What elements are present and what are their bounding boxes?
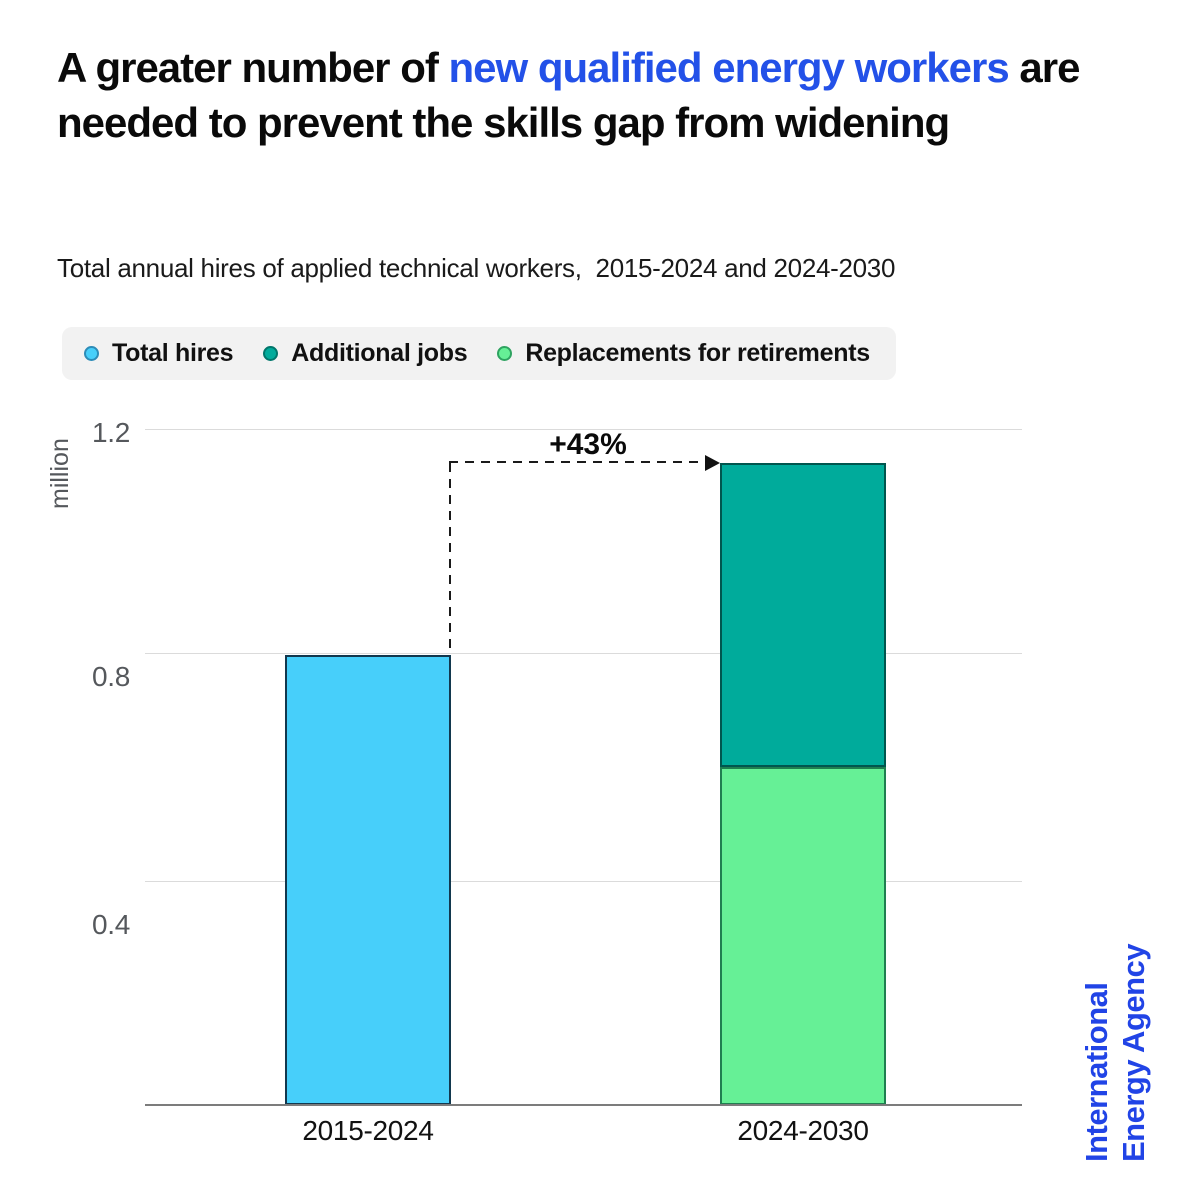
bar-segment-total-hires [285, 655, 451, 1105]
chart-subtitle: Total annual hires of applied technical … [57, 253, 896, 283]
legend-label: Total hires [112, 339, 234, 367]
y-tick-label: 0.8 [91, 661, 130, 692]
page-title: A greater number of new qualified energy… [57, 40, 1112, 150]
iea-logo-line1: International [1079, 982, 1114, 1162]
growth-annotation: +43% [549, 428, 627, 461]
iea-logo-line2: Energy Agency [1116, 943, 1151, 1162]
legend-item-replacements: Replacements for retirements [497, 339, 870, 368]
arrowhead-icon [705, 455, 720, 471]
legend-label: Additional jobs [291, 339, 468, 367]
bar-segment-additional-jobs [720, 463, 886, 767]
legend-item-additional-jobs: Additional jobs [263, 339, 468, 368]
additional-jobs-dot-icon [263, 346, 279, 361]
title-text-post: are needed to prevent the skills gap fro… [57, 44, 1080, 146]
gridline-0-4 [145, 881, 1022, 882]
dashed-connector-vertical [449, 463, 451, 655]
replacements-dot-icon [497, 346, 513, 361]
legend-item-total-hires: Total hires [84, 339, 234, 368]
title-highlight: new qualified energy workers [448, 44, 1010, 91]
legend-label: Replacements for retirements [525, 339, 870, 367]
x-tick-label-2015-2024: 2015-2024 [302, 1115, 434, 1146]
dashed-connector-horizontal [449, 461, 707, 463]
legend: Total hires Additional jobs Replacements… [62, 327, 896, 380]
gridline-0-8 [145, 653, 1022, 654]
total-hires-dot-icon [84, 346, 99, 361]
y-tick-label: 0.4 [91, 909, 130, 940]
x-tick-label-2024-2030: 2024-2030 [737, 1115, 869, 1146]
bar-segment-replacements-for-retirements [720, 767, 886, 1105]
gridline-1-2 [145, 429, 1022, 430]
x-axis-line [145, 1104, 1022, 1106]
title-text-pre: A greater number of [57, 44, 449, 91]
iea-logo: International Energy Agency [1078, 920, 1152, 1162]
y-tick-label: 1.2 [91, 417, 130, 448]
